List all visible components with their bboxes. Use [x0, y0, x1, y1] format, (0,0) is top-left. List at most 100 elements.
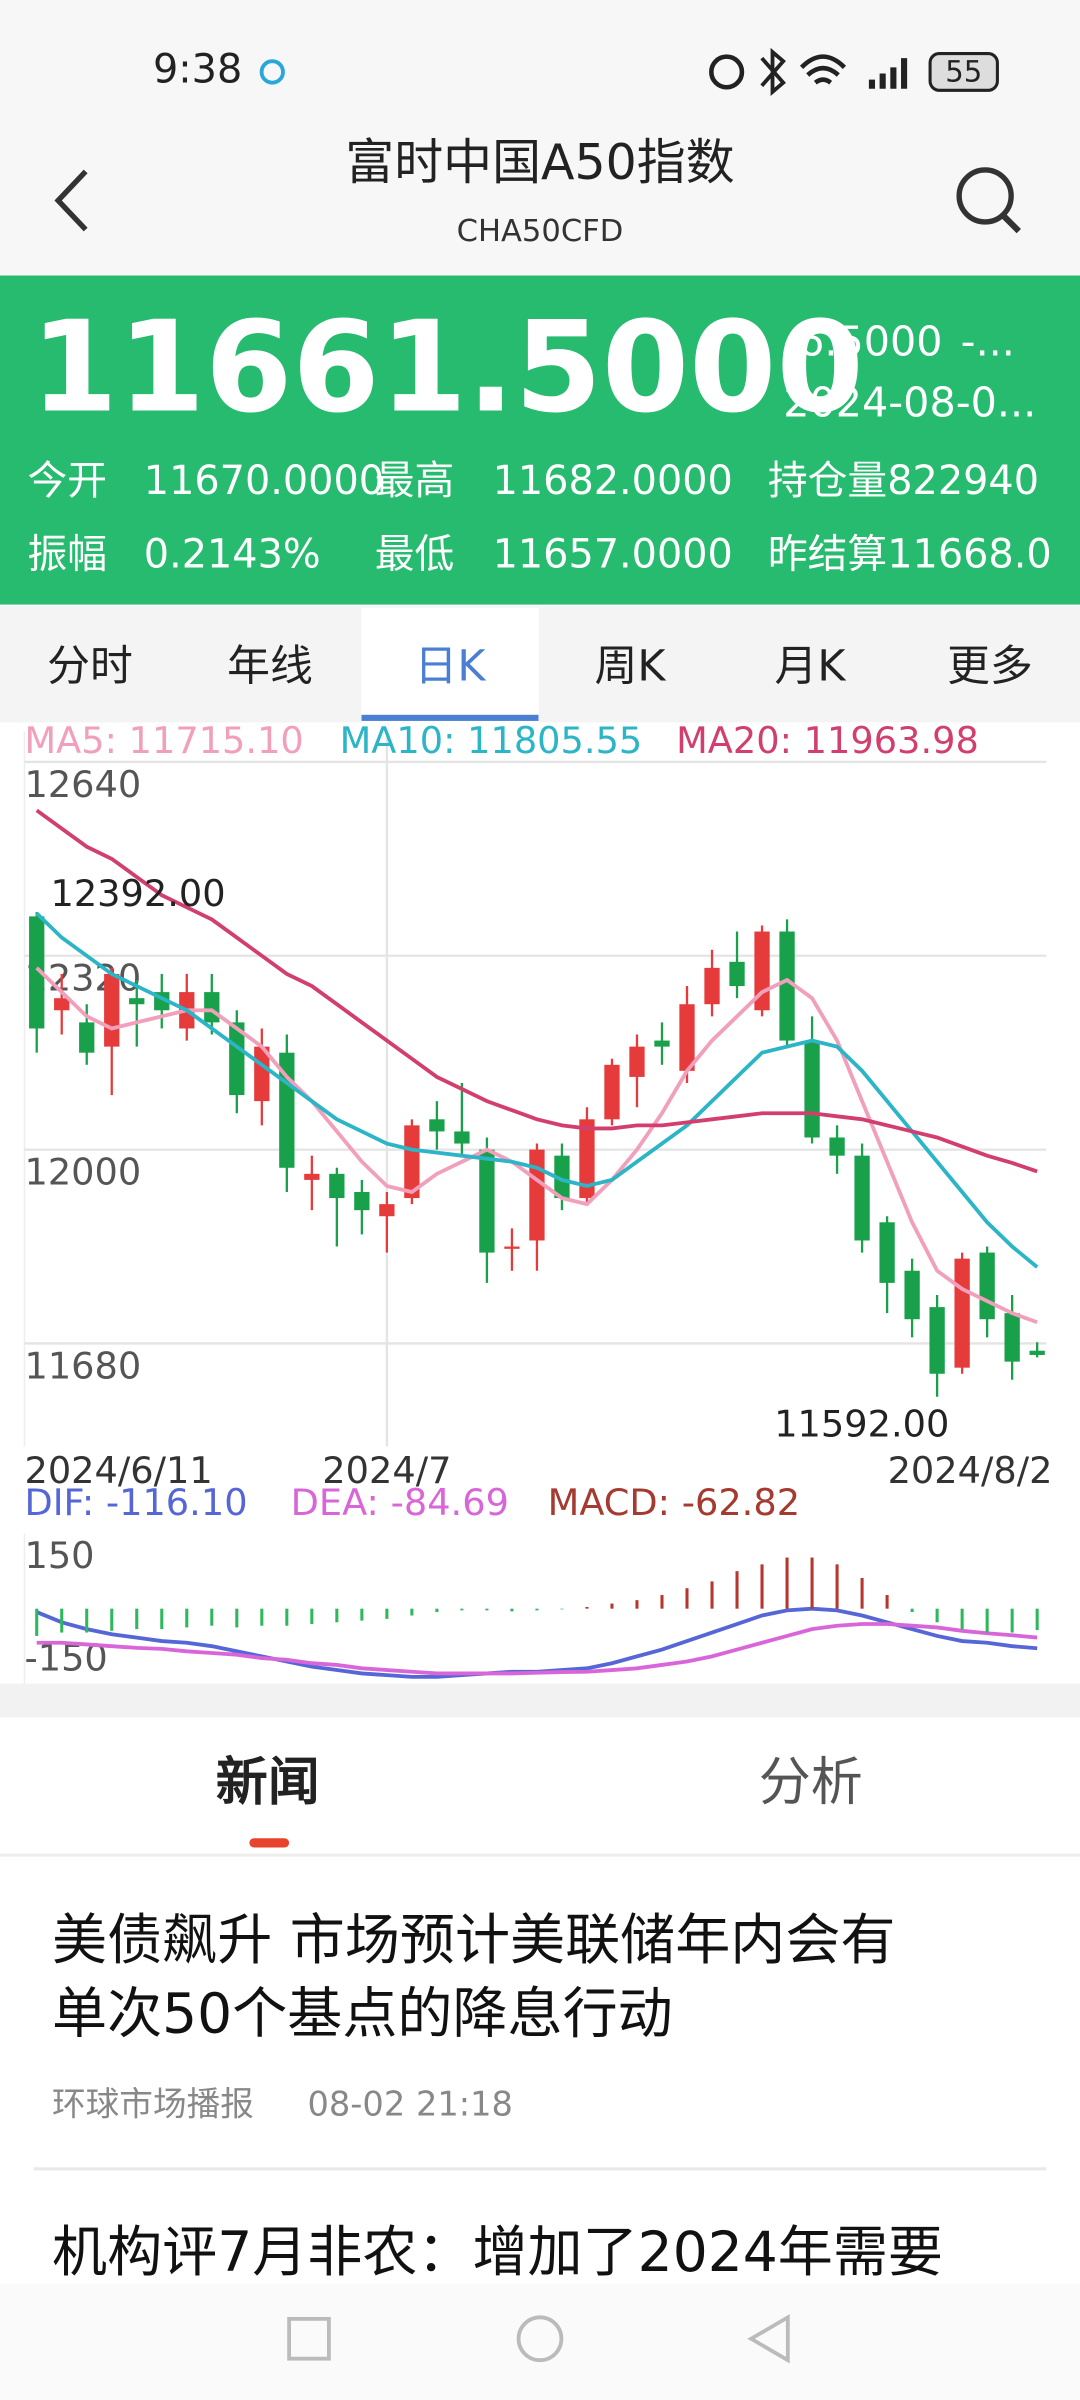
quote-date: 2024-08-0... — [783, 379, 1036, 427]
quote-change: -6.5000 — [783, 317, 942, 365]
tab[interactable]: 年线 — [227, 641, 313, 691]
signal-icon — [868, 58, 908, 89]
candle-body — [304, 1173, 320, 1180]
quote-field: 昨结算 — [768, 532, 887, 578]
bluetooth-icon — [760, 47, 786, 96]
ma-line — [35, 911, 1039, 1269]
x-tick-label: 2024/8/2 — [888, 1449, 1053, 1492]
back-button[interactable] — [54, 169, 88, 232]
x-tick-label: 2024/7 — [322, 1449, 451, 1492]
candle-body — [679, 1004, 695, 1071]
tab-selected-bg — [361, 607, 539, 723]
tab[interactable]: 周K — [595, 641, 667, 691]
nav-back[interactable] — [747, 2314, 790, 2364]
battery-level: 55 — [945, 54, 982, 88]
candle-body — [229, 1022, 245, 1096]
news-title[interactable]: 单次50个基点的降息行动 — [52, 1981, 673, 2045]
separator — [0, 1683, 1080, 1718]
tab[interactable]: 分时 — [47, 641, 133, 691]
quote-panel — [0, 275, 1080, 605]
candle-body — [329, 1173, 345, 1199]
nav-recent[interactable] — [287, 2316, 331, 2361]
news-time: 08-02 21:18 — [307, 2085, 512, 2124]
legend-entry: MACD: -62.82 — [548, 1481, 800, 1524]
tab-indicator — [361, 714, 539, 721]
quote-field: 11657.0000 — [493, 532, 733, 578]
candle-body — [1029, 1350, 1045, 1355]
y-tick-label: 12640 — [24, 763, 141, 806]
news-tab[interactable]: 新闻 — [216, 1753, 320, 1813]
candle-body — [104, 973, 120, 1047]
candle-body — [529, 1149, 545, 1241]
candle-body — [79, 1022, 95, 1053]
candle-body — [204, 992, 220, 1023]
quote-field: 11670.0000 — [144, 458, 384, 504]
legend-entry: MA10: 11805.55 — [340, 719, 643, 762]
ma-line — [35, 808, 1038, 1174]
news-tab-indicator — [249, 1838, 290, 1848]
candle-body — [554, 1155, 570, 1199]
candle-body — [579, 1119, 595, 1199]
header-subtitle: CHA50CFD — [457, 214, 624, 249]
quote-field: 振幅 — [28, 532, 108, 578]
wifi-icon — [799, 54, 847, 85]
news-tabs: 新闻 分析 — [216, 1753, 863, 1848]
candle-body — [879, 1222, 895, 1283]
candle-body — [829, 1137, 845, 1156]
tab[interactable]: 月K — [775, 641, 847, 691]
candle-body — [504, 1246, 520, 1249]
candle-body — [904, 1270, 920, 1320]
candle-body — [354, 1192, 370, 1211]
quote-field: 今开 — [28, 458, 108, 504]
alarm-icon — [709, 54, 745, 90]
search-button[interactable] — [956, 167, 1021, 234]
candle-body — [54, 998, 70, 1011]
x-tick-label: 2024/6/11 — [24, 1449, 212, 1492]
candle-body — [404, 1125, 420, 1199]
status-icon — [259, 59, 285, 85]
y-tick-label: 12000 — [24, 1151, 141, 1194]
candle-body — [1004, 1313, 1020, 1362]
quote-field: 0.2143% — [144, 532, 321, 578]
tab-bar — [0, 606, 1080, 723]
quote-field: 最低 — [375, 532, 455, 578]
quote-field: 822940 — [887, 458, 1039, 504]
candle-body — [729, 961, 745, 987]
tab[interactable]: 更多 — [947, 641, 1033, 691]
status-time: 9:38 — [153, 46, 242, 92]
candle-body — [429, 1119, 445, 1132]
annotation-high: 12392.00 — [50, 872, 225, 915]
candle-body — [129, 998, 145, 1005]
y-tick-label: 11680 — [24, 1344, 141, 1387]
candle-body — [629, 1046, 645, 1077]
news-source: 环球市场播报 — [52, 2085, 254, 2124]
legend-entry: DIF: -116.10 — [24, 1481, 247, 1524]
header-title: 富时中国A50指数 — [345, 134, 734, 191]
candle-body — [804, 1040, 820, 1138]
nav-home[interactable] — [516, 2315, 564, 2363]
quote-price: 11661.5000 — [31, 295, 864, 441]
candle-body — [929, 1307, 945, 1374]
quote-field: 最高 — [375, 458, 455, 504]
legend-entry: DEA: -84.69 — [291, 1481, 509, 1524]
news-title[interactable]: 美债飙升 市场预计美联储年内会有 — [52, 1908, 895, 1972]
candle-body — [779, 931, 795, 1041]
battery-icon — [928, 52, 999, 92]
nav-bar — [0, 2283, 1080, 2400]
candle-body — [654, 1040, 670, 1047]
tab[interactable]: 日K — [415, 641, 487, 691]
news-title[interactable]: 机构评7月非农：增加了2024年需要 — [52, 2220, 943, 2284]
legend-entry: MA20: 11963.98 — [676, 719, 979, 762]
candle-body — [979, 1252, 995, 1320]
top-bar-bg — [0, 0, 1080, 276]
news-tab[interactable]: 分析 — [759, 1753, 863, 1813]
candle-body — [454, 1131, 470, 1144]
y-tick-label: 150 — [24, 1534, 94, 1577]
candle-body — [954, 1258, 970, 1368]
macd-line — [36, 1622, 1038, 1676]
